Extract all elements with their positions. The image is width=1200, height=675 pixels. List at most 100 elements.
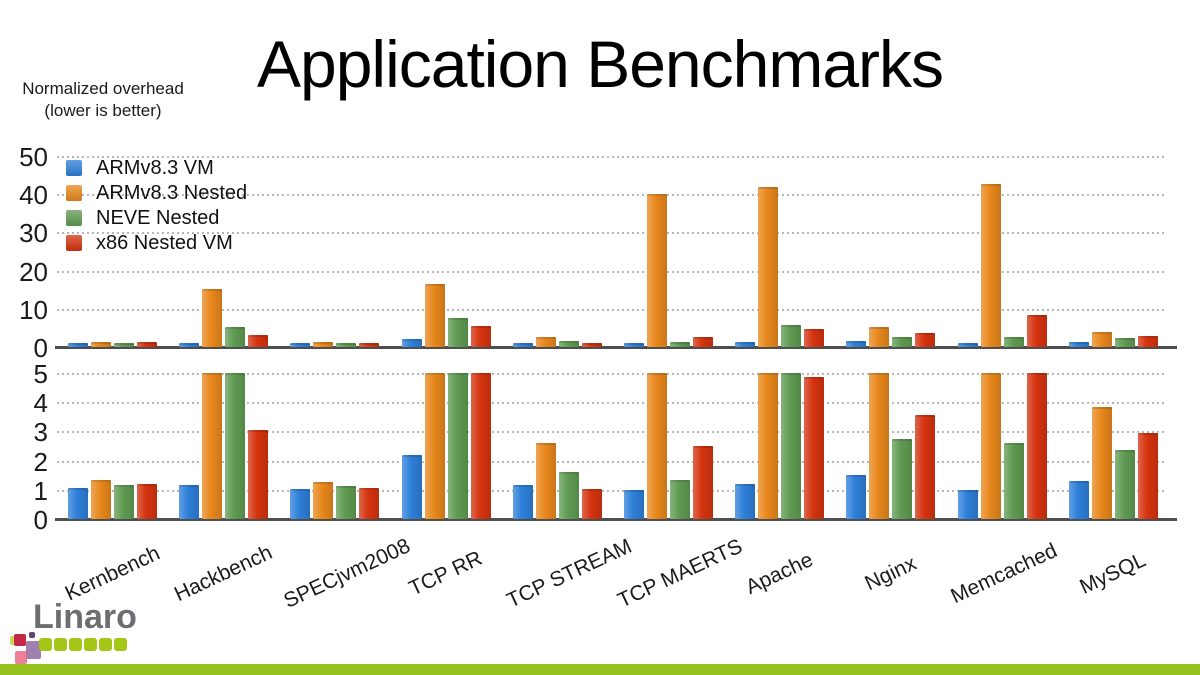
x-label-cell-hackbench: Hackbench	[168, 541, 279, 606]
bar-group-hackbench-top	[168, 156, 279, 347]
logo-green-square-1	[39, 638, 52, 651]
y-tick-top-10: 10	[19, 294, 48, 325]
gridline-top-10	[57, 308, 1167, 311]
bar-armv8-3-nested-nginx-bottom	[869, 373, 890, 519]
gridline-top-30	[57, 232, 1167, 235]
y-tick-bottom-4: 4	[33, 388, 48, 419]
bar-group-apache-bottom	[724, 373, 835, 519]
chart-panel-top	[55, 156, 1177, 349]
bar-armv8-3-nested-hackbench-bottom	[202, 373, 223, 519]
bar-x86-nested-vm-kernbench-top	[137, 342, 158, 347]
y-tick-bottom-3: 3	[33, 417, 48, 448]
logo-green-square-5	[99, 638, 112, 651]
bar-x86-nested-vm-specjvm2008-top	[359, 342, 380, 347]
y-tick-top-30: 30	[19, 218, 48, 249]
bar-neve-nested-tcp-stream-bottom	[558, 472, 579, 519]
bar-neve-nested-tcp-rr-bottom	[447, 373, 468, 519]
gridline-bottom-3	[57, 431, 1167, 434]
logo-green-squares	[39, 638, 127, 651]
x-axis-labels: Kernbench Hackbench SPECjvm2008 TCP RR TCP S…	[57, 534, 1169, 613]
gridline-top-20	[57, 270, 1167, 273]
bar-x86-nested-vm-hackbench-top	[248, 335, 269, 347]
x-label-cell-tcp-stream: TCP STREAM	[502, 535, 635, 613]
y-tick-bottom-5: 5	[33, 359, 48, 389]
legend-label-x86-nested-vm: x86 Nested VM	[96, 231, 233, 254]
y-tick-top-0: 0	[33, 333, 48, 363]
bar-groups-bottom	[57, 373, 1169, 519]
legend-label-neve-nested: NEVE Nested	[96, 206, 220, 229]
bar-armv8-3-vm-kernbench-bottom	[68, 488, 89, 519]
bar-x86-nested-vm-kernbench-bottom	[137, 484, 158, 519]
x-label-mysql: MySQL	[1076, 548, 1150, 599]
bar-x86-nested-vm-tcp-stream-top	[581, 343, 602, 347]
logo-pixel-pink	[15, 651, 27, 664]
x-axis-line-top	[55, 346, 1177, 349]
bar-armv8-3-nested-apache-top	[758, 186, 779, 347]
bar-groups-top	[57, 156, 1169, 347]
x-label-nginx: Nginx	[861, 551, 920, 596]
x-label-cell-kernbench: Kernbench	[57, 542, 168, 606]
gridline-top-50	[57, 156, 1167, 158]
bar-x86-nested-vm-memcached-bottom	[1026, 373, 1047, 519]
x-label-apache: Apache	[742, 548, 817, 600]
footer-stripe	[0, 664, 1200, 675]
legend-swatch-x86-nested-vm	[66, 235, 82, 251]
chart-panel-bottom	[55, 373, 1177, 521]
bar-armv8-3-vm-memcached-top	[957, 343, 978, 347]
bar-x86-nested-vm-apache-top	[804, 328, 825, 347]
bar-armv8-3-vm-nginx-bottom	[846, 475, 867, 519]
bar-x86-nested-vm-nginx-bottom	[915, 415, 936, 519]
bar-armv8-3-vm-nginx-top	[846, 341, 867, 347]
bar-armv8-3-nested-tcp-rr-top	[424, 284, 445, 347]
x-label-cell-mysql: MySQL	[1058, 548, 1169, 598]
bar-x86-nested-vm-nginx-top	[915, 333, 936, 347]
bar-neve-nested-memcached-top	[1003, 337, 1024, 347]
y-tick-top-20: 20	[19, 256, 48, 287]
bar-neve-nested-tcp-maerts-top	[670, 341, 691, 347]
bar-x86-nested-vm-specjvm2008-bottom	[359, 487, 380, 519]
bar-armv8-3-nested-tcp-stream-top	[535, 337, 556, 347]
bar-neve-nested-memcached-bottom	[1003, 443, 1024, 519]
bar-armv8-3-nested-mysql-top	[1091, 332, 1112, 347]
legend-item-x86-nested-vm: x86 Nested VM	[66, 232, 247, 254]
bar-armv8-3-vm-tcp-stream-bottom	[512, 485, 533, 519]
x-axis-line-bottom	[55, 518, 1177, 521]
legend-swatch-armv8-3-nested	[66, 185, 82, 201]
bar-group-tcp-rr-top	[391, 156, 502, 347]
bar-group-mysql-top	[1058, 156, 1169, 347]
y-axis-note-line1: Normalized overhead	[22, 79, 184, 98]
y-tick-bottom-1: 1	[33, 475, 48, 506]
x-label-tcp-rr: TCP RR	[405, 546, 487, 601]
bar-armv8-3-vm-memcached-bottom	[957, 489, 978, 519]
bar-neve-nested-specjvm2008-bottom	[336, 486, 357, 519]
bar-x86-nested-vm-mysql-top	[1137, 335, 1158, 347]
bar-neve-nested-hackbench-bottom	[225, 373, 246, 519]
bar-x86-nested-vm-mysql-bottom	[1137, 432, 1158, 519]
bar-neve-nested-nginx-bottom	[892, 438, 913, 519]
bar-neve-nested-nginx-top	[892, 336, 913, 347]
slide-title: Application Benchmarks	[256, 27, 944, 101]
y-tick-top-50: 50	[19, 142, 48, 172]
bar-armv8-3-nested-nginx-top	[869, 327, 890, 347]
bar-armv8-3-vm-kernbench-top	[68, 343, 89, 347]
logo-pixel-purple	[26, 641, 41, 659]
bar-armv8-3-vm-specjvm2008-bottom	[290, 488, 311, 519]
bar-armv8-3-nested-kernbench-bottom	[91, 480, 112, 519]
bar-armv8-3-vm-hackbench-top	[179, 342, 200, 347]
bar-group-tcp-stream-top	[502, 156, 613, 347]
legend-swatch-armv8-3-vm	[66, 160, 82, 176]
bar-x86-nested-vm-memcached-top	[1026, 314, 1047, 347]
linaro-logo: Linaro	[0, 598, 220, 668]
linaro-logo-text: Linaro	[33, 598, 137, 636]
bar-neve-nested-tcp-maerts-bottom	[670, 479, 691, 519]
bar-group-tcp-rr-bottom	[391, 373, 502, 519]
bar-neve-nested-apache-top	[781, 325, 802, 347]
x-label-memcached: Memcached	[946, 538, 1061, 609]
bar-armv8-3-vm-specjvm2008-top	[290, 343, 311, 347]
logo-green-square-4	[84, 638, 97, 651]
bar-x86-nested-vm-tcp-stream-bottom	[581, 488, 602, 519]
bar-group-mysql-bottom	[1058, 373, 1169, 519]
logo-pixel-darkpurple	[29, 632, 35, 638]
bar-group-specjvm2008-bottom	[279, 373, 390, 519]
bar-neve-nested-mysql-top	[1114, 338, 1135, 347]
